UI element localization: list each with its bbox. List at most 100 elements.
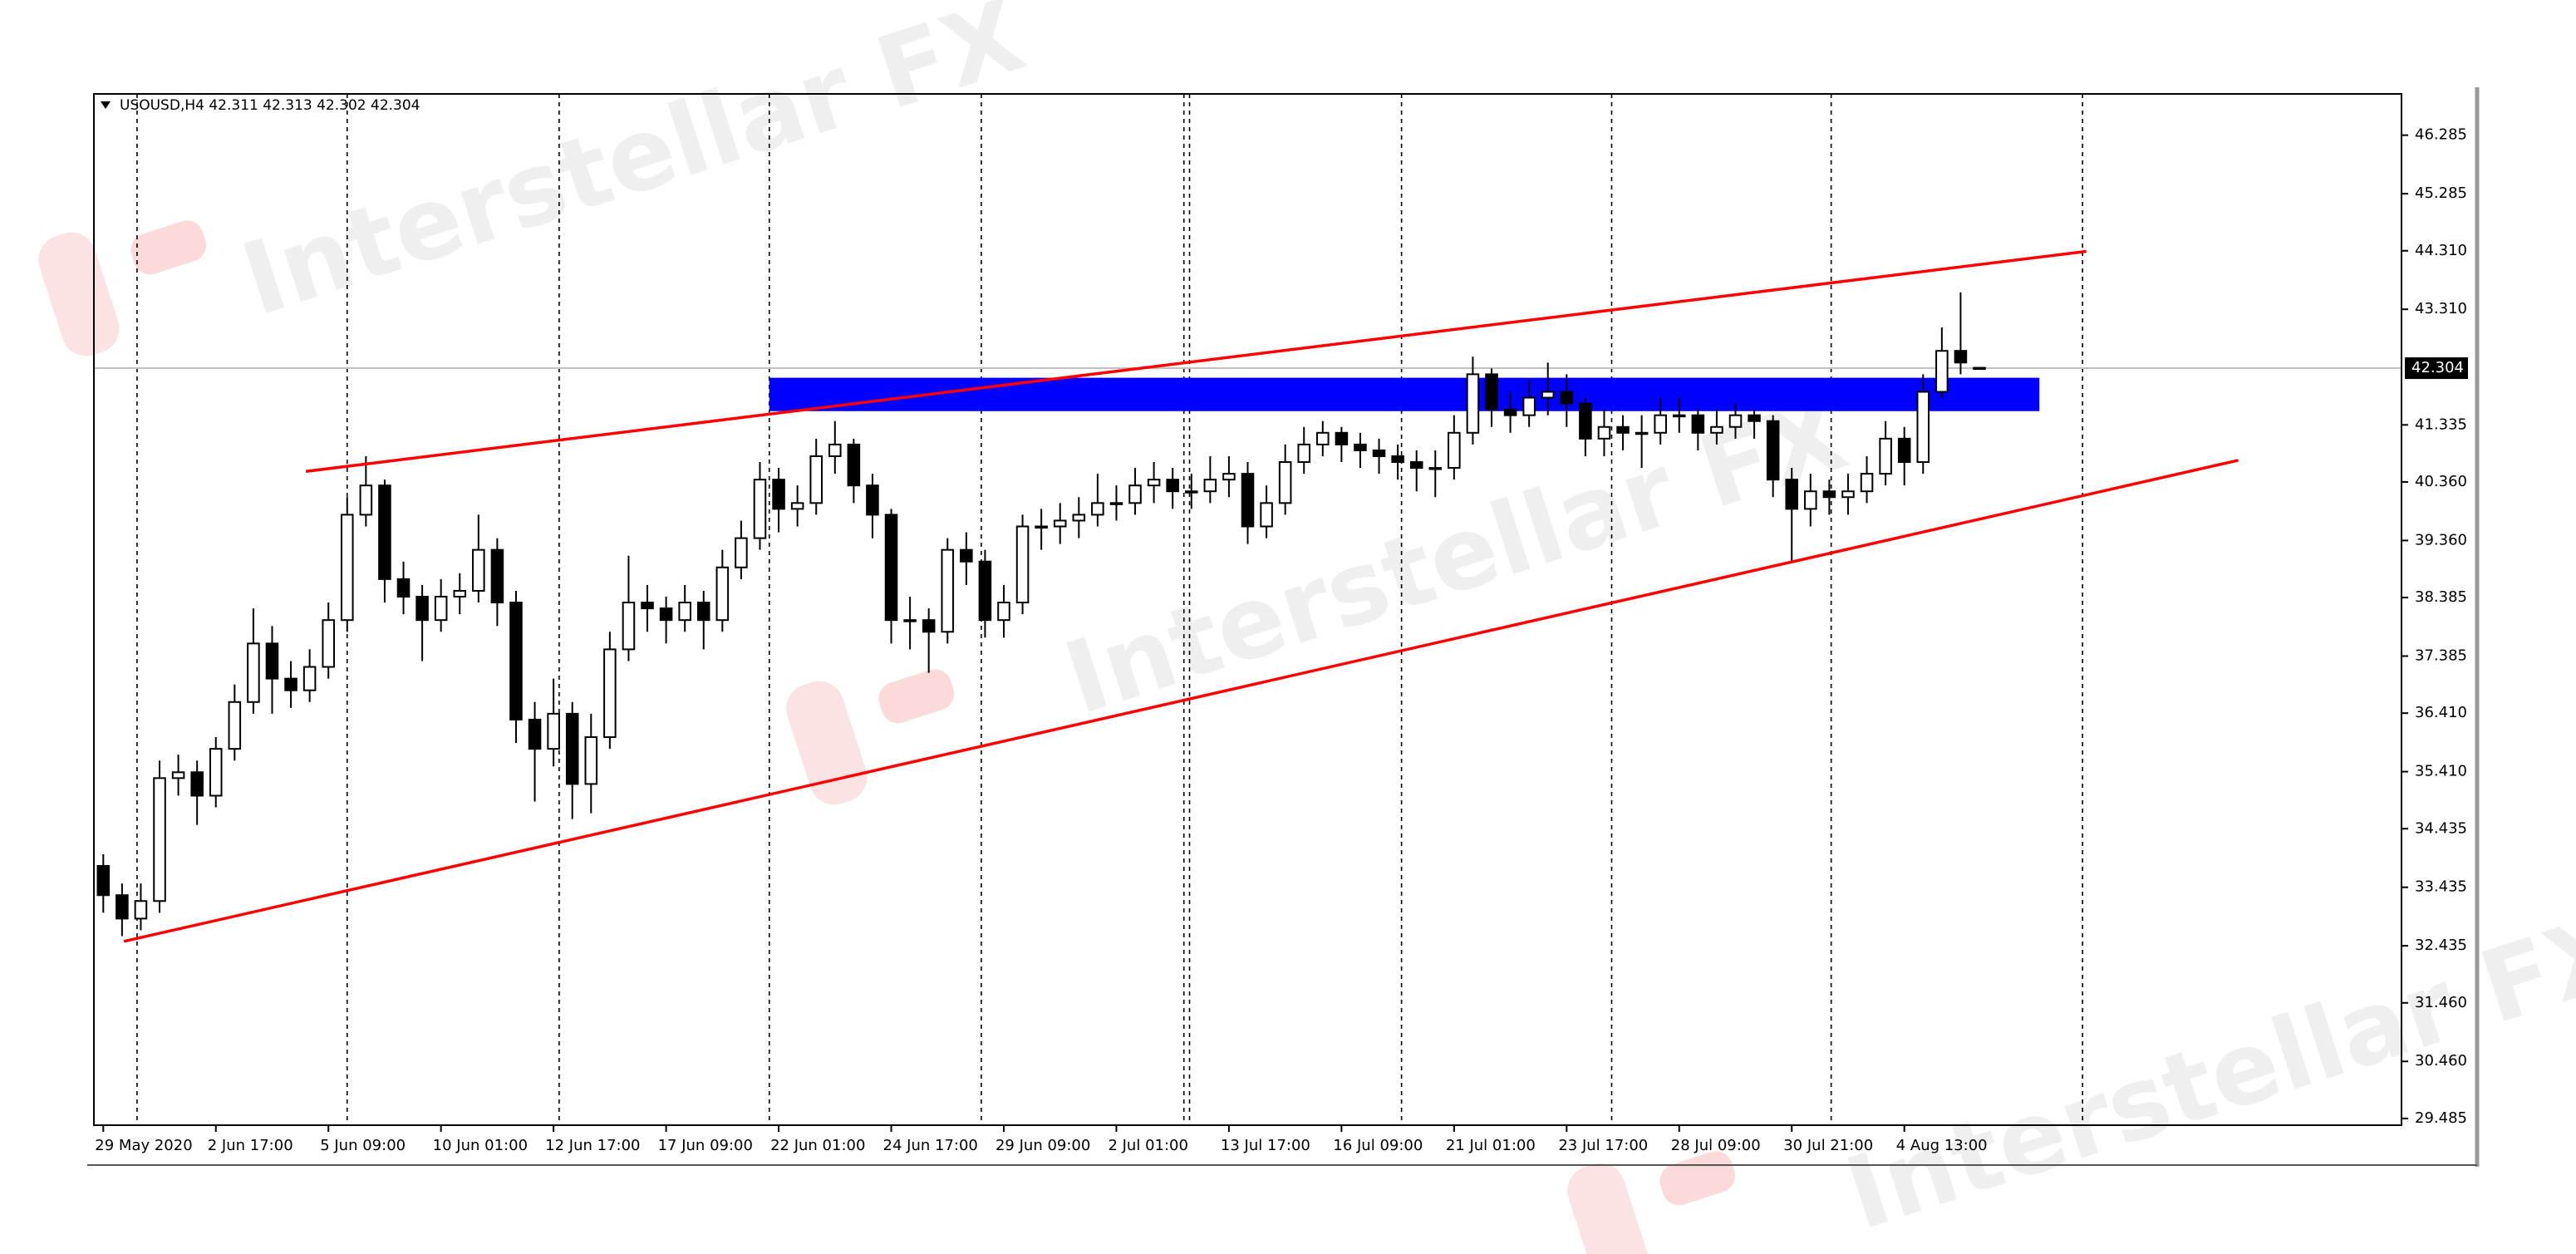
candle-body [1748,414,1761,422]
y-tick-label: 35.410 [2415,763,2467,780]
candle-body [866,484,879,516]
candle-body [453,589,467,598]
candle-body [1841,490,1855,499]
x-tick-label: 30 Jul 21:00 [1783,1137,1873,1154]
candle-body [1147,479,1161,487]
candle-body [1597,425,1611,440]
candle-body [134,900,148,920]
y-tick-label: 30.460 [2415,1052,2467,1070]
candle-body [603,648,617,739]
candle-body [228,701,242,750]
candle-body [1260,502,1273,528]
x-tick-label: 21 Jul 01:00 [1446,1137,1536,1154]
candle-body [190,771,204,797]
candle-body [1897,437,1911,464]
x-tick-label: 28 Jul 09:00 [1671,1137,1761,1154]
candle-body [1579,402,1592,440]
y-tick-label: 37.385 [2415,647,2467,664]
candle-body [735,537,748,568]
candle-body [302,666,317,691]
candle-body [1522,396,1536,416]
y-tick-label: 36.410 [2415,704,2467,721]
candle-body [1954,350,1968,364]
y-tick-label: 31.460 [2415,994,2467,1011]
candle-body [528,718,542,750]
x-tick-label: 12 Jun 17:00 [545,1137,640,1154]
candle-body [903,619,917,622]
logo-part [130,220,207,275]
candle-body [828,443,842,457]
candle-body [1015,525,1030,604]
candle-body [341,514,354,622]
y-tick-label: 38.385 [2415,588,2467,606]
candle-body [1278,461,1292,504]
x-tick-label: 24 Jun 17:00 [883,1137,978,1154]
candle-body [1372,449,1386,457]
candle-body [696,602,710,622]
candle-body [1428,467,1443,470]
candle-body [472,548,485,592]
candle-body [678,602,691,622]
candle-body [1222,473,1236,481]
candle-body [1053,519,1067,528]
x-tick-label: 5 Jun 09:00 [320,1137,406,1154]
x-tick-label: 10 Jun 01:00 [433,1137,528,1154]
candle-body [396,578,410,598]
candle-body [1035,525,1048,529]
x-tick-label: 16 Jul 09:00 [1333,1137,1423,1154]
candle-body [941,548,955,633]
y-tick-label: 40.360 [2415,473,2467,490]
chart-header: USOUSD,H4 42.311 42.313 42.302 42.304 [120,97,420,114]
candle-body [641,602,654,610]
x-tick-label: 29 Jun 09:00 [995,1137,1090,1154]
candle-body [1560,391,1574,405]
candle-body [753,479,767,539]
candle-body [1785,479,1799,510]
candle-body [284,677,297,691]
candle-body [659,607,673,622]
y-tick-label: 34.435 [2415,819,2467,837]
candle-body [171,771,185,779]
y-tick-label: 41.335 [2415,416,2467,433]
candle-body [1691,414,1705,434]
candle-body [247,642,260,703]
candle-body [884,514,898,622]
candle-body [415,596,429,622]
logo [786,669,955,805]
candle-body [265,642,279,680]
candle-body [847,443,861,487]
candle-body [378,484,391,580]
candle-body [809,455,823,504]
candle-body [1973,366,1986,371]
logo-part [38,232,120,357]
candle-body [1935,350,1949,393]
candle-body [1466,373,1480,434]
y-tick-label: 32.435 [2415,937,2467,954]
y-tick-label: 33.435 [2415,878,2467,896]
candle-body [1916,391,1930,464]
candle-body [1804,490,1817,510]
candle-body [565,712,579,785]
candle-body [1203,479,1217,493]
y-tick-label: 46.285 [2415,126,2467,144]
candle-body [153,777,166,902]
y-tick-label: 44.310 [2415,242,2467,259]
candle-body [1166,479,1179,493]
candle-body [1616,425,1630,434]
y-tick-label: 45.285 [2415,184,2467,202]
candle-body [1335,431,1349,445]
candle-body [1391,455,1404,464]
candle-body [209,748,223,797]
candle-body [1128,484,1142,504]
candle-body [1072,514,1086,522]
candle-body [1710,425,1723,434]
candle-body [622,602,636,651]
candle-body [1409,461,1423,470]
candle-body [434,596,448,622]
candle-body [1635,431,1649,435]
candle-body [584,736,598,785]
candle-body [1822,490,1836,499]
